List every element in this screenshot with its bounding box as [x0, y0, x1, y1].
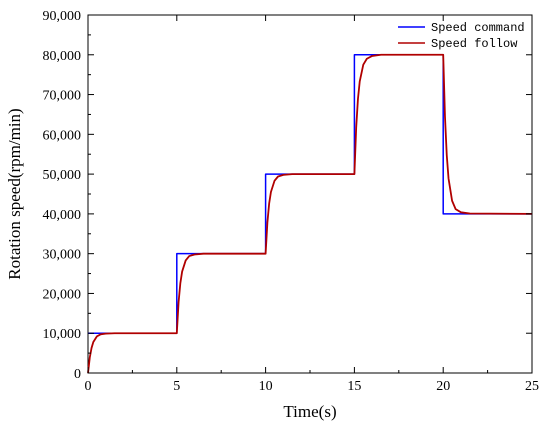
x-tick-label: 5 — [173, 379, 180, 394]
y-tick-label: 0 — [74, 367, 81, 382]
x-tick-label: 20 — [436, 379, 450, 394]
y-tick-label: 30,000 — [43, 248, 82, 263]
x-tick-label: 0 — [85, 379, 92, 394]
plot-frame — [87, 14, 533, 374]
x-tick-label: 25 — [525, 379, 539, 394]
tick-labels-layer: 0 5 10 15 20 25 0 10,000 20,000 30,000 40,000 50,00… — [43, 9, 540, 394]
legend: Speed command Speed follow — [398, 21, 525, 51]
series-line-speed-command — [88, 54, 532, 334]
y-axis-label: Rotation speed(rpm/min) — [5, 108, 24, 279]
y-tick-label: 90,000 — [43, 9, 82, 24]
x-axis-label: Time(s) — [283, 402, 336, 421]
x-tick-label: 15 — [347, 379, 361, 394]
y-tick-label: 40,000 — [43, 208, 82, 223]
legend-label-speed-follow: Speed follow — [431, 37, 518, 51]
y-tick-label: 10,000 — [43, 327, 82, 342]
y-tick-label: 80,000 — [43, 49, 82, 64]
y-tick-label: 60,000 — [43, 128, 82, 143]
y-tick-label: 70,000 — [43, 89, 82, 104]
plot-border — [87, 14, 533, 374]
series-layer — [87, 53, 533, 374]
y-tick-label: 50,000 — [43, 168, 82, 183]
series-line-speed-follow — [87, 53, 533, 374]
x-tick-label: 10 — [259, 379, 273, 394]
y-tick-label: 20,000 — [43, 287, 82, 302]
ticks-layer — [87, 14, 533, 374]
legend-label-speed-command: Speed command — [431, 21, 525, 35]
